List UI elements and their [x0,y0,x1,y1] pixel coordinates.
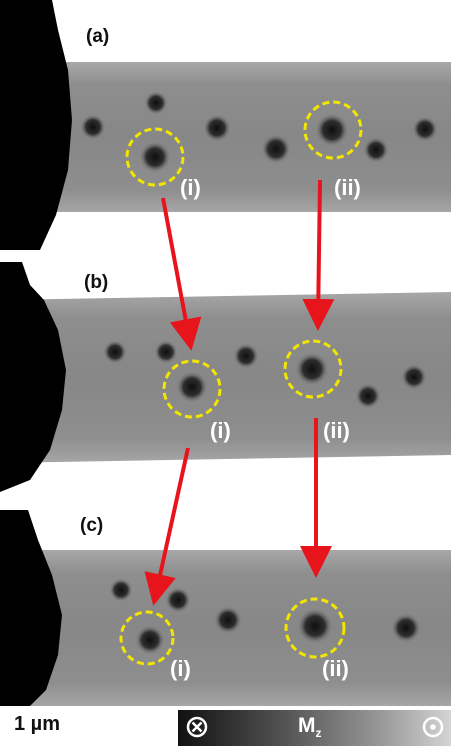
panel-a-marker-i-label: (i) [180,175,201,200]
circle-cross-icon [186,716,208,738]
mz-label-main: M [298,714,316,737]
panel-a-marker-i-circle [125,127,185,187]
panel-b-spots [103,340,427,409]
panel-a-marker-ii-label: (ii) [334,175,361,200]
panel-c-dark-edge [0,510,62,706]
magnetization-colorbar: Mz [178,710,451,746]
panel-a: (a) (i) (ii) [0,0,451,250]
panel-b-marker-i-label: (i) [210,418,231,443]
panel-b-label: (b) [84,272,108,293]
circle-dot-icon [422,716,444,738]
panel-b-stripe [0,292,451,463]
panel-c-marker-ii-label: (ii) [322,656,349,681]
arrow-i-a-to-b [161,197,202,351]
panel-b-marker-i-circle [162,359,222,419]
panel-b-marker-ii-label: (ii) [323,418,350,443]
panel-c-marker-i-label: (i) [170,656,191,681]
panel-a-spots [80,91,438,173]
panel-b-dark-edge [0,262,66,492]
panel-a-dark-edge [0,0,72,250]
panel-a-marker-ii-circle [303,100,363,160]
arrow-i-b-to-c [144,447,190,606]
panel-b-marker-ii-circle [283,339,343,399]
mz-label: Mz [298,714,322,740]
panel-c: (c) (i) (ii) [0,510,451,706]
scale-bar-label: 1 µm [14,713,60,735]
panel-c-marker-ii-circle [284,597,346,659]
panel-c-label: (c) [80,515,103,536]
panel-a-label: (a) [86,26,109,47]
panel-b: (b) (i) (ii) [0,262,451,492]
panel-c-marker-i-circle [119,610,175,666]
motion-arrows [144,179,335,606]
arrow-ii-a-to-b [302,179,335,331]
mz-label-subscript: z [315,726,322,740]
